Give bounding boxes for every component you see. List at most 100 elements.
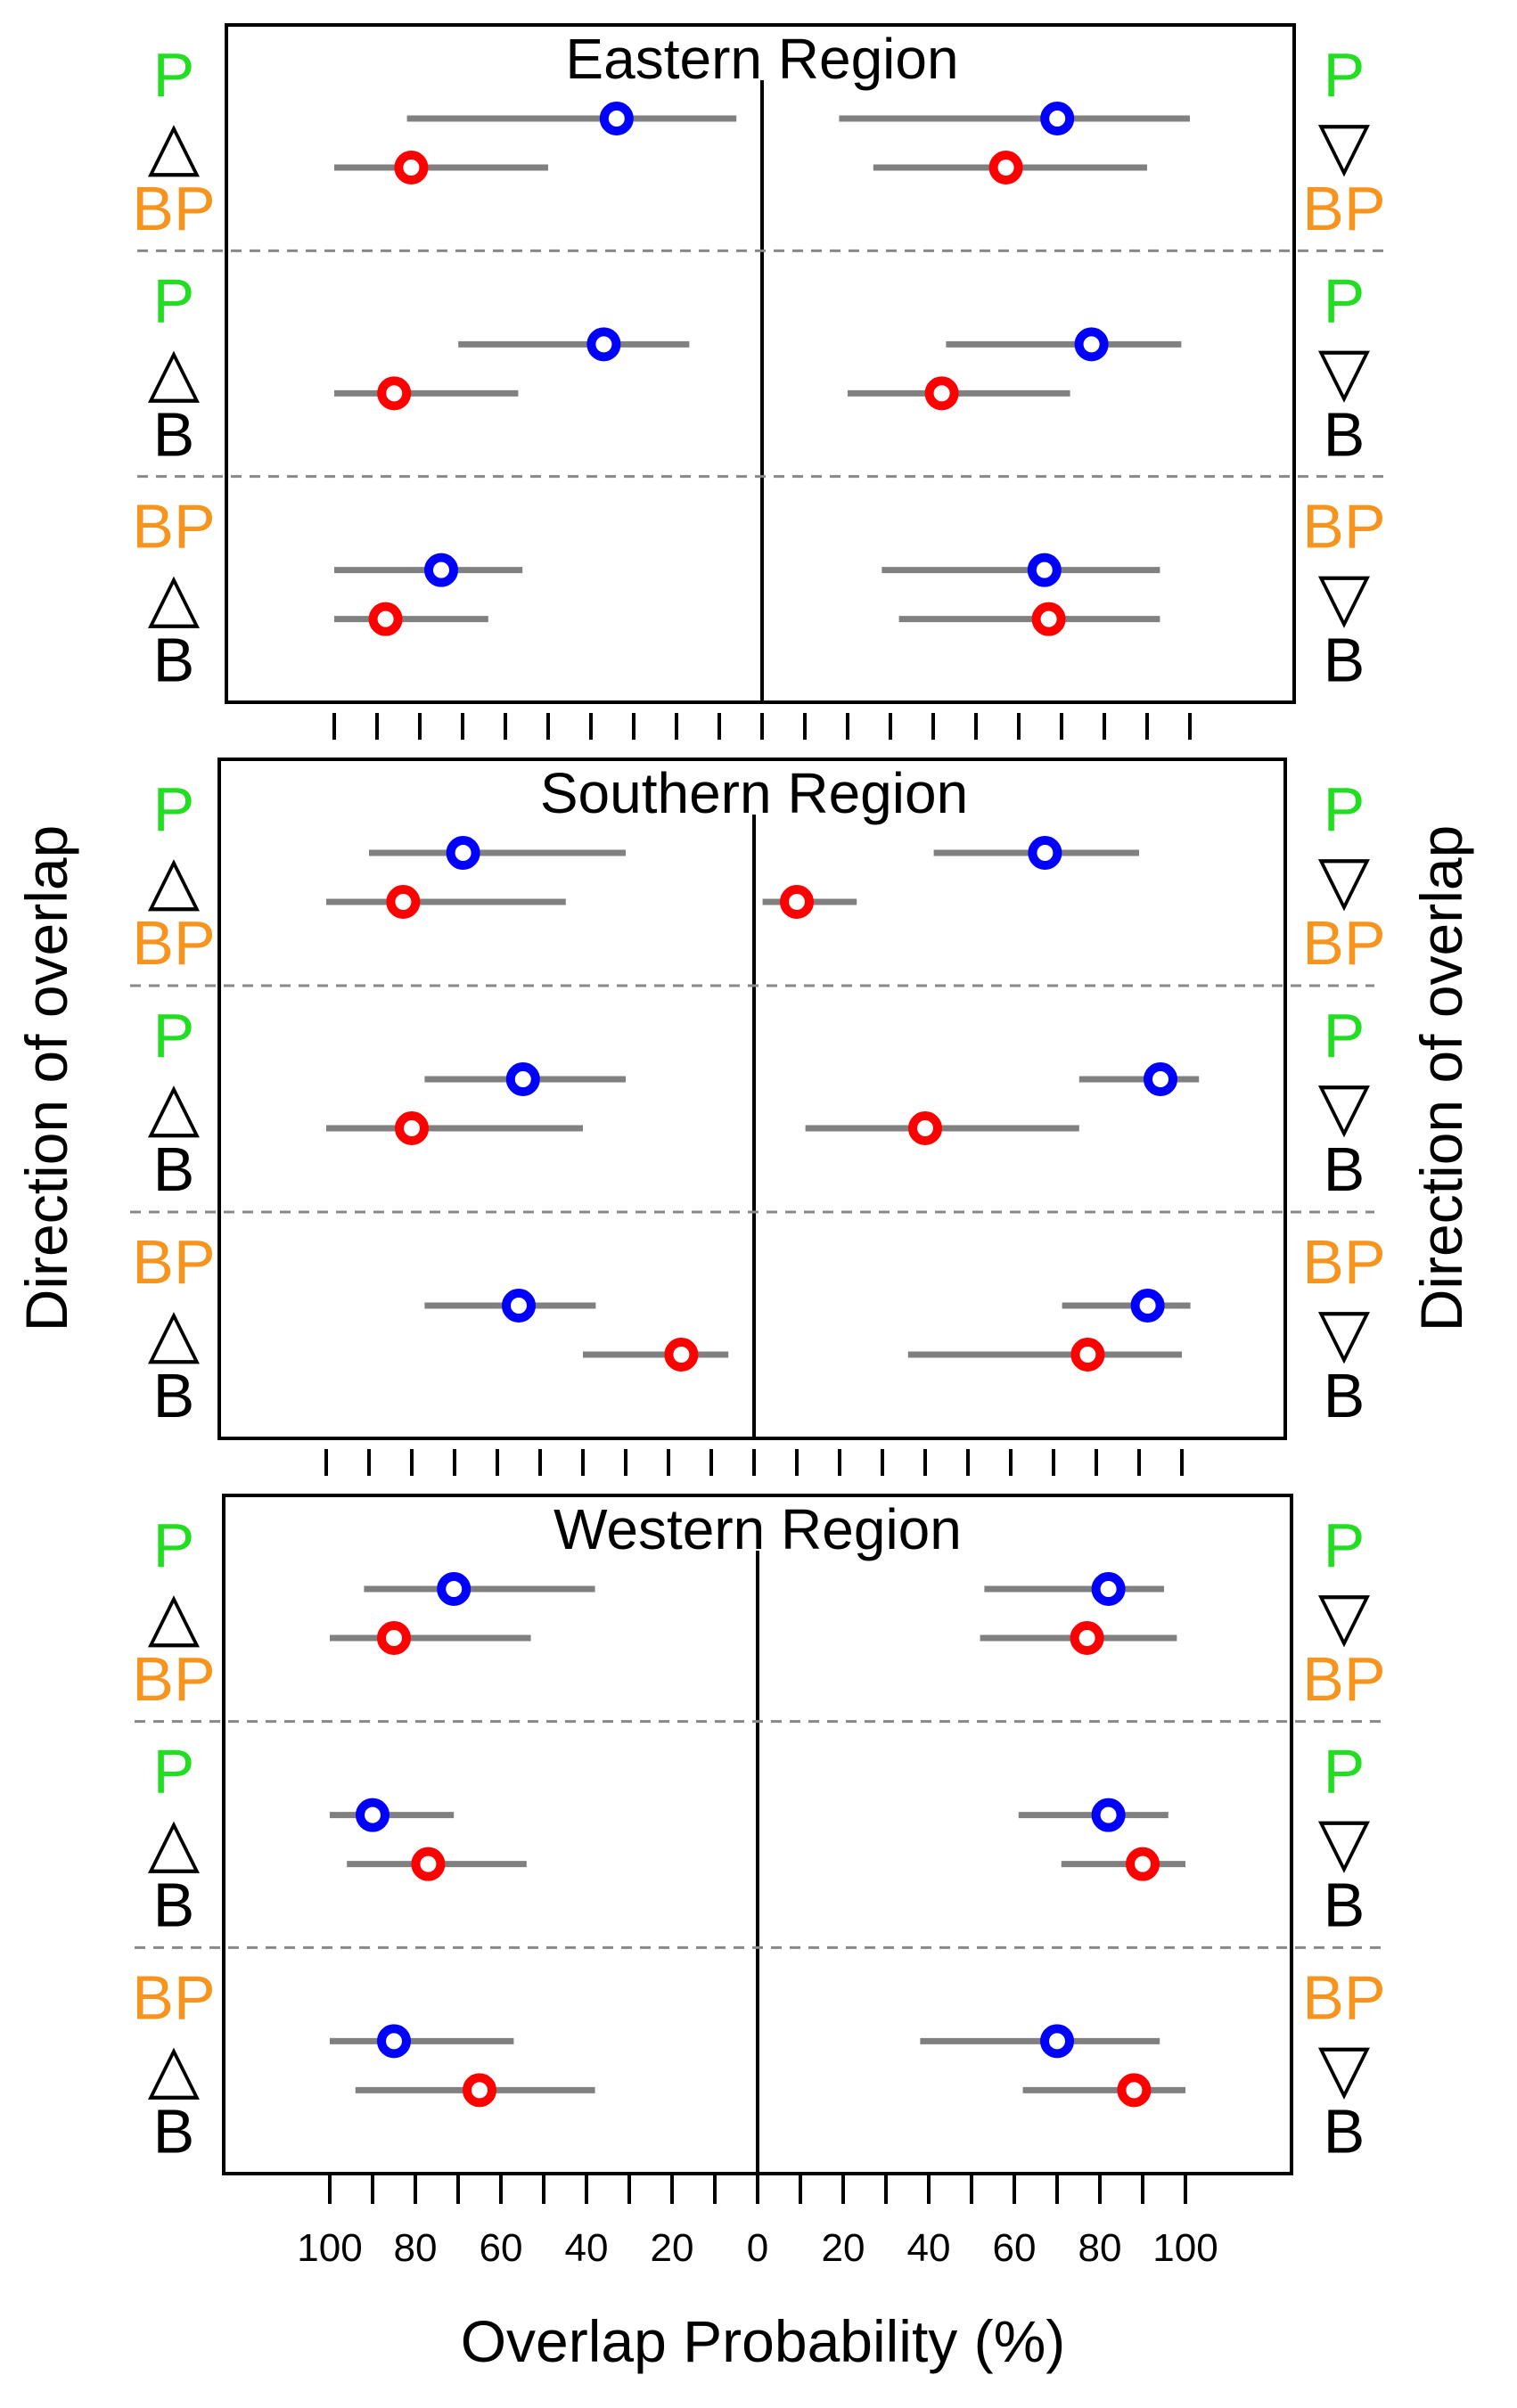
right-row-label: BP	[1302, 174, 1385, 243]
x-tick-label: 40	[907, 2226, 951, 2270]
blue-left-marker	[502, 1289, 536, 1323]
right-row-label: ▽	[1318, 108, 1371, 184]
left-row-label: B	[153, 1361, 195, 1430]
blue-left-marker	[377, 2024, 411, 2059]
left-row-label: BP	[132, 1962, 215, 2032]
right-row-label: B	[1324, 1871, 1365, 1940]
x-tick-label: 80	[1078, 2226, 1122, 2270]
right-row-label: P	[1324, 1511, 1365, 1580]
x-tick-label: 100	[297, 2226, 362, 2270]
right-row-label: B	[1324, 1361, 1365, 1430]
left-row-label: BP	[132, 492, 215, 561]
left-row-label: △	[148, 1578, 201, 1654]
red-left-marker	[394, 151, 429, 184]
left-row-label: △	[148, 108, 201, 184]
right-row-label: BP	[1302, 492, 1385, 561]
blue-right-marker	[1040, 2024, 1074, 2059]
right-row-label: P	[1324, 1001, 1365, 1070]
x-tick-label: 20	[651, 2226, 694, 2270]
red-right-marker	[908, 1111, 942, 1145]
red-left-marker	[386, 885, 421, 919]
right-row-label: ▽	[1318, 1069, 1371, 1144]
left-row-label: P	[153, 1001, 195, 1070]
x-tick-label: 100	[1152, 2226, 1218, 2270]
right-row-label: BP	[1302, 1644, 1385, 1714]
x-tick-label: 60	[993, 2226, 1037, 2270]
right-row-label: P	[1324, 40, 1365, 110]
x-tick-label: 40	[565, 2226, 609, 2270]
red-right-marker	[780, 885, 814, 919]
x-tick-label: 60	[480, 2226, 523, 2270]
right-row-label: B	[1324, 399, 1365, 469]
red-right-marker	[1126, 1847, 1160, 1881]
right-row-label: B	[1324, 626, 1365, 695]
red-right-marker	[924, 376, 959, 411]
left-row-label: B	[153, 1134, 195, 1204]
red-left-marker	[395, 1111, 429, 1145]
blue-left-marker	[586, 327, 621, 362]
right-row-label: P	[1324, 266, 1365, 335]
left-row-label: B	[153, 399, 195, 469]
red-left-marker	[377, 376, 412, 411]
blue-left-marker	[599, 102, 634, 135]
right-row-label: P	[1324, 1737, 1365, 1806]
red-right-marker	[988, 151, 1023, 184]
right-row-label: ▽	[1318, 1578, 1371, 1654]
blue-right-marker	[1130, 1289, 1165, 1323]
left-row-label: BP	[132, 174, 215, 243]
left-row-label: P	[153, 1737, 195, 1806]
right-row-label: BP	[1302, 1227, 1385, 1297]
left-row-label: P	[153, 266, 195, 335]
blue-right-marker	[1091, 1798, 1126, 1832]
blue-right-marker	[1091, 1572, 1126, 1606]
right-y-axis-title: Direction of overlap	[1408, 825, 1474, 1332]
right-row-label: B	[1324, 2096, 1365, 2166]
red-left-marker	[664, 1338, 699, 1372]
right-row-label: ▽	[1318, 1295, 1371, 1371]
left-row-label: B	[153, 626, 195, 695]
right-row-label: B	[1324, 1134, 1365, 1204]
right-row-label: ▽	[1318, 560, 1371, 635]
right-row-label: BP	[1302, 1962, 1385, 2032]
blue-right-marker	[1028, 836, 1062, 870]
blue-right-marker	[1040, 102, 1075, 135]
region-title: Eastern Region	[565, 27, 958, 91]
right-row-label: BP	[1302, 908, 1385, 978]
left-y-axis-title: Direction of overlap	[13, 825, 79, 1332]
region-title: Southern Region	[540, 761, 968, 825]
left-row-label: BP	[132, 1644, 215, 1714]
bottom-x-axis: 100 80 60 40 20 0 20 40 60 80 100	[297, 2174, 1218, 2270]
blue-left-marker	[505, 1062, 540, 1096]
left-row-label: △	[148, 842, 201, 918]
left-row-label: △	[148, 1069, 201, 1144]
x-axis-title: Overlap Probability (%)	[461, 2308, 1066, 2374]
region-title: Western Region	[554, 1497, 962, 1561]
blue-right-marker	[1074, 327, 1109, 362]
red-left-marker	[368, 602, 403, 636]
blue-right-marker	[1144, 1062, 1177, 1096]
left-row-label: △	[148, 560, 201, 635]
x-tick-label: 20	[822, 2226, 865, 2270]
left-row-label: P	[153, 40, 195, 110]
red-right-marker	[1070, 1338, 1105, 1372]
red-right-marker	[1070, 1621, 1104, 1655]
x-tick-label: 0	[747, 2226, 768, 2270]
blue-left-marker	[356, 1798, 390, 1832]
red-left-marker	[411, 1847, 446, 1881]
red-right-marker	[1031, 602, 1066, 636]
left-row-label: △	[148, 2030, 201, 2106]
right-row-label: ▽	[1318, 1805, 1371, 1880]
right-row-label: P	[1324, 774, 1365, 844]
red-left-marker	[463, 2073, 496, 2108]
red-left-marker	[377, 1621, 411, 1655]
left-row-label: △	[148, 1805, 201, 1880]
left-row-label: P	[153, 774, 195, 844]
left-row-label: BP	[132, 1227, 215, 1297]
left-row-label: BP	[132, 908, 215, 978]
left-row-label: △	[148, 333, 201, 409]
blue-right-marker	[1027, 553, 1062, 587]
